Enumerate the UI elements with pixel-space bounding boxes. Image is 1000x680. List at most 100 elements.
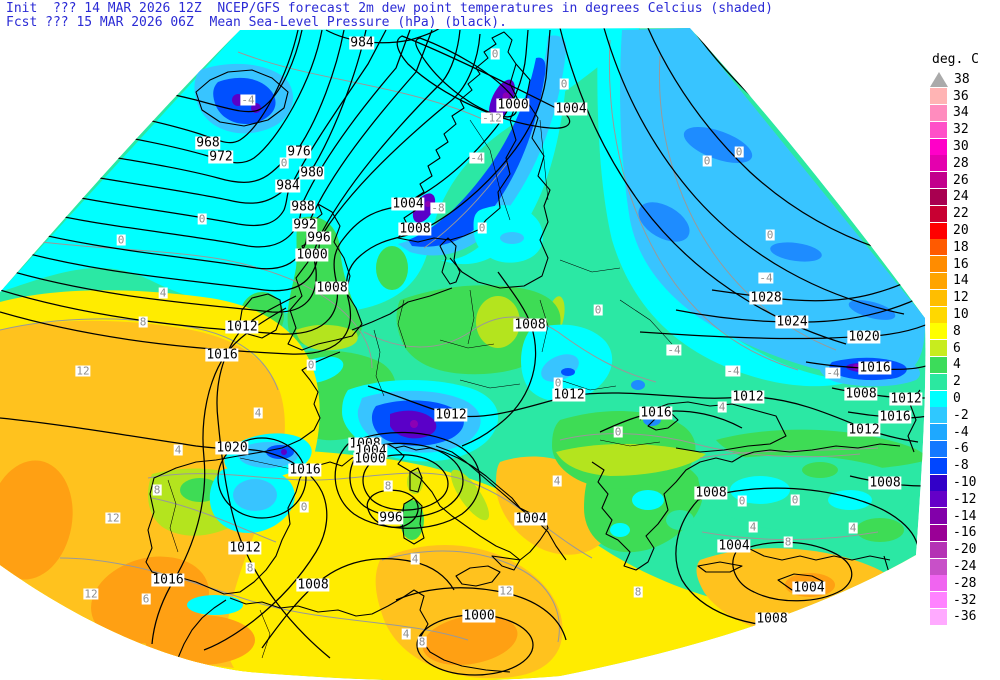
dewpoint-label: -4: [469, 151, 485, 165]
legend-value: -10: [953, 475, 977, 491]
legend-color-swatch: [930, 289, 947, 306]
pressure-label: 1024: [775, 314, 809, 330]
legend-value: 8: [953, 323, 961, 339]
pressure-label: 1020: [847, 329, 881, 345]
pressure-label: 1000: [353, 451, 387, 467]
legend-entry: 4: [930, 356, 1000, 374]
dewpoint-label: 0: [553, 376, 563, 390]
legend-color-swatch: [930, 356, 947, 373]
legend-entry: 36: [930, 88, 1000, 105]
dewpoint-label: 4: [253, 406, 263, 420]
legend-entry: 16: [930, 256, 1000, 273]
legend-value: 18: [953, 239, 969, 255]
legend-color-swatch: [930, 558, 947, 575]
pressure-label: 996: [378, 510, 404, 526]
legend-value: -32: [953, 592, 977, 608]
dewpoint-label: 0: [116, 233, 126, 247]
header: Init ??? 14 MAR 2026 12Z NCEP/GFS foreca…: [6, 2, 773, 30]
legend-entry: -20: [930, 541, 1000, 558]
dewpoint-label: 12: [83, 587, 99, 601]
dewpoint-label: 0: [477, 221, 487, 235]
legend-entry: 2: [930, 373, 1000, 390]
pressure-label: 1012: [889, 391, 923, 407]
dewpoint-label: -12: [481, 111, 503, 125]
dewpoint-label: -4: [758, 271, 774, 285]
legend-value: 14: [953, 273, 969, 289]
dewpoint-label: 0: [559, 77, 569, 91]
dewpoint-label: 4: [717, 400, 727, 414]
dewpoint-label: 8: [383, 479, 393, 493]
legend-entry: -8: [930, 457, 1000, 474]
pressure-label: 1008: [315, 280, 349, 296]
legend-entry: 30: [930, 138, 1000, 155]
legend-color-swatch: [930, 491, 947, 508]
legend-color-swatch: [930, 188, 947, 205]
header-line2: Fcst ??? 15 MAR 2026 06Z Mean Sea-Level …: [6, 15, 507, 30]
dewpoint-label: 0: [765, 228, 775, 242]
pressure-label: 996: [306, 230, 332, 246]
pressure-label: 1020: [215, 440, 249, 456]
legend-value: -12: [953, 491, 977, 507]
dewpoint-label: 12: [75, 364, 91, 378]
legend-value: 22: [953, 206, 969, 222]
pressure-label: 1012: [847, 422, 881, 438]
dewpoint-label: 4: [401, 627, 411, 641]
legend-entry: 10: [930, 306, 1000, 323]
pressure-label: 1012: [552, 387, 586, 403]
legend-color-swatch: [930, 222, 947, 239]
legend-color-swatch: [930, 239, 947, 256]
pressure-label: 1000: [496, 97, 530, 113]
legend-entry: 14: [930, 272, 1000, 290]
dewpoint-label: 8: [633, 585, 643, 599]
legend-value: 28: [953, 155, 969, 171]
pressure-label: 1000: [295, 247, 329, 263]
legend-entry: 18: [930, 239, 1000, 256]
legend-value: 26: [953, 172, 969, 188]
header-line1: Init ??? 14 MAR 2026 12Z NCEP/GFS foreca…: [6, 1, 774, 16]
legend-color-swatch: [930, 272, 947, 289]
dewpoint-label: 8: [417, 635, 427, 649]
pressure-label: 1016: [288, 462, 322, 478]
legend-entry: 20: [930, 222, 1000, 239]
pressure-label: 1004: [554, 101, 588, 117]
legend-overflow-triangle-icon: [930, 71, 948, 87]
legend-value: 20: [953, 223, 969, 239]
legend-color-swatch: [930, 524, 947, 541]
pressure-label: 984: [349, 35, 375, 51]
pressure-label: 968: [195, 135, 221, 151]
legend-entry: -32: [930, 592, 1000, 609]
legend-value: -16: [953, 525, 977, 541]
dewpoint-label: 0: [306, 358, 316, 372]
dewpoint-label: 12: [498, 584, 514, 598]
dewpoint-label: 12: [105, 511, 121, 525]
legend-value: 32: [953, 122, 969, 138]
pressure-label: 1004: [717, 538, 751, 554]
legend-value: -20: [953, 542, 977, 558]
pressure-label: 980: [299, 165, 325, 181]
legend-value: -14: [953, 508, 977, 524]
legend-value: -2: [953, 407, 969, 423]
pressure-label: 1008: [844, 386, 878, 402]
legend-entry: -28: [930, 575, 1000, 592]
pressure-label: 1016: [205, 347, 239, 363]
pressure-label: 1012: [434, 407, 468, 423]
legend-value: 16: [953, 256, 969, 272]
dewpoint-label: 0: [593, 303, 603, 317]
dewpoint-label: -4: [240, 93, 256, 107]
pressure-label: 972: [208, 149, 234, 165]
legend-entry: 32: [930, 121, 1000, 138]
dewpoint-label: -4: [666, 343, 682, 357]
legend-entry: 22: [930, 205, 1000, 222]
legend-value: 24: [953, 189, 969, 205]
legend-value: 34: [953, 105, 969, 121]
legend-value: -4: [953, 424, 969, 440]
dewpoint-label: 4: [552, 474, 562, 488]
dewpoint-label: 4: [748, 520, 758, 534]
legend-value: 30: [953, 139, 969, 155]
legend-value: 10: [953, 307, 969, 323]
dewpoint-label: 0: [279, 156, 289, 170]
legend-color-swatch: [930, 541, 947, 558]
pressure-label: 1008: [755, 611, 789, 627]
